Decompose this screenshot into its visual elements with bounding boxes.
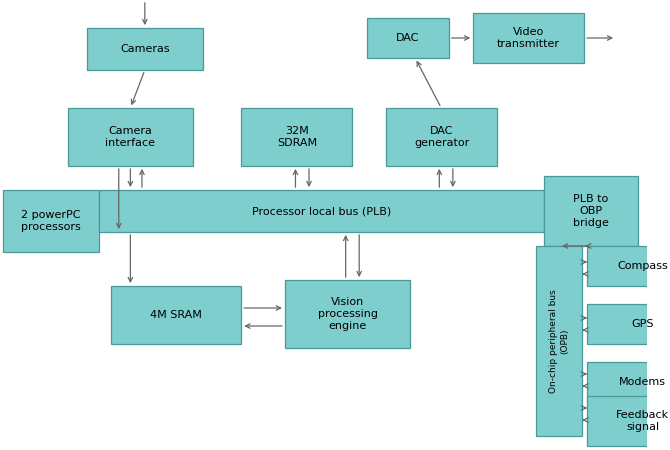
- Text: Modems: Modems: [619, 377, 666, 387]
- FancyBboxPatch shape: [587, 246, 670, 286]
- Text: Compass: Compass: [617, 261, 668, 271]
- Text: On-chip peripheral bus
(OPB): On-chip peripheral bus (OPB): [549, 289, 569, 393]
- Text: GPS: GPS: [631, 319, 654, 329]
- FancyBboxPatch shape: [367, 18, 449, 58]
- Text: 32M
SDRAM: 32M SDRAM: [277, 126, 317, 148]
- Text: Cameras: Cameras: [120, 44, 170, 54]
- FancyBboxPatch shape: [99, 190, 543, 232]
- FancyBboxPatch shape: [543, 176, 639, 246]
- Text: Processor local bus (PLB): Processor local bus (PLB): [252, 206, 391, 216]
- FancyBboxPatch shape: [587, 304, 670, 344]
- Text: 2 powerPC
processors: 2 powerPC processors: [21, 210, 81, 232]
- Text: Video
transmitter: Video transmitter: [497, 27, 560, 49]
- Text: DAC
generator: DAC generator: [414, 126, 470, 148]
- FancyBboxPatch shape: [473, 13, 584, 63]
- FancyBboxPatch shape: [587, 362, 670, 402]
- FancyBboxPatch shape: [386, 108, 497, 166]
- Text: Vision
processing
engine: Vision processing engine: [318, 297, 378, 331]
- FancyBboxPatch shape: [87, 28, 203, 70]
- FancyBboxPatch shape: [68, 108, 193, 166]
- Text: 4M SRAM: 4M SRAM: [150, 310, 202, 320]
- Text: Camera
interface: Camera interface: [105, 126, 155, 148]
- FancyBboxPatch shape: [587, 396, 670, 446]
- FancyBboxPatch shape: [536, 246, 582, 436]
- Text: PLB to
OBP
bridge: PLB to OBP bridge: [573, 194, 609, 228]
- FancyBboxPatch shape: [241, 108, 352, 166]
- FancyBboxPatch shape: [285, 280, 410, 348]
- Text: Feedback
signal: Feedback signal: [616, 410, 669, 432]
- FancyBboxPatch shape: [3, 190, 99, 252]
- FancyBboxPatch shape: [111, 286, 241, 344]
- Text: DAC: DAC: [396, 33, 419, 43]
